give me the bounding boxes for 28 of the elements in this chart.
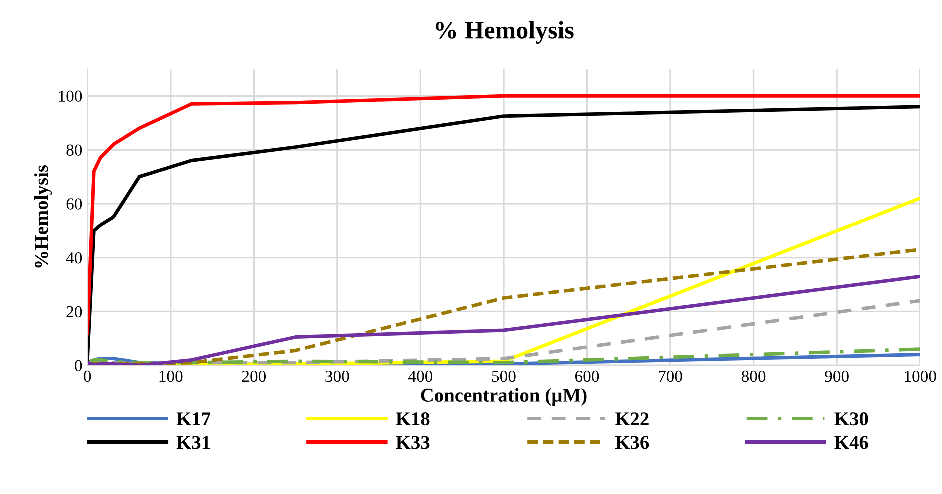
- x-tick-label: 500: [492, 370, 516, 382]
- x-tick-label: 400: [408, 370, 433, 382]
- legend-label: K36: [615, 436, 650, 450]
- x-axis-title: Concentration (µM): [421, 388, 587, 406]
- legend-label: K33: [396, 436, 430, 450]
- y-axis-title: %Hemolysis: [34, 165, 52, 268]
- y-tick-label: 20: [66, 306, 82, 318]
- x-tick-label: 1000: [905, 370, 936, 382]
- legend-label: K46: [834, 436, 868, 450]
- legend-label: K18: [396, 412, 430, 426]
- y-tick-label: 80: [66, 144, 82, 156]
- legend-label: K30: [834, 412, 868, 426]
- x-tick-label: 800: [742, 370, 766, 382]
- x-tick-label: 100: [160, 370, 183, 382]
- chart-title: % Hemolysis: [436, 21, 574, 44]
- x-tick-label: 700: [659, 370, 682, 382]
- y-tick-label: 100: [59, 90, 82, 102]
- x-tick-label: 200: [242, 370, 266, 382]
- x-tick-label: 300: [326, 370, 350, 382]
- legend-label: K31: [176, 436, 210, 450]
- legend-label: K17: [176, 412, 211, 426]
- legend-label: K22: [615, 412, 649, 426]
- x-tick-label: 900: [825, 370, 849, 382]
- x-tick-label: 0: [84, 370, 92, 382]
- y-tick-label: 60: [66, 198, 82, 210]
- x-tick-label: 600: [575, 370, 600, 382]
- y-tick-label: 40: [66, 252, 82, 264]
- y-tick-label: 0: [75, 360, 82, 372]
